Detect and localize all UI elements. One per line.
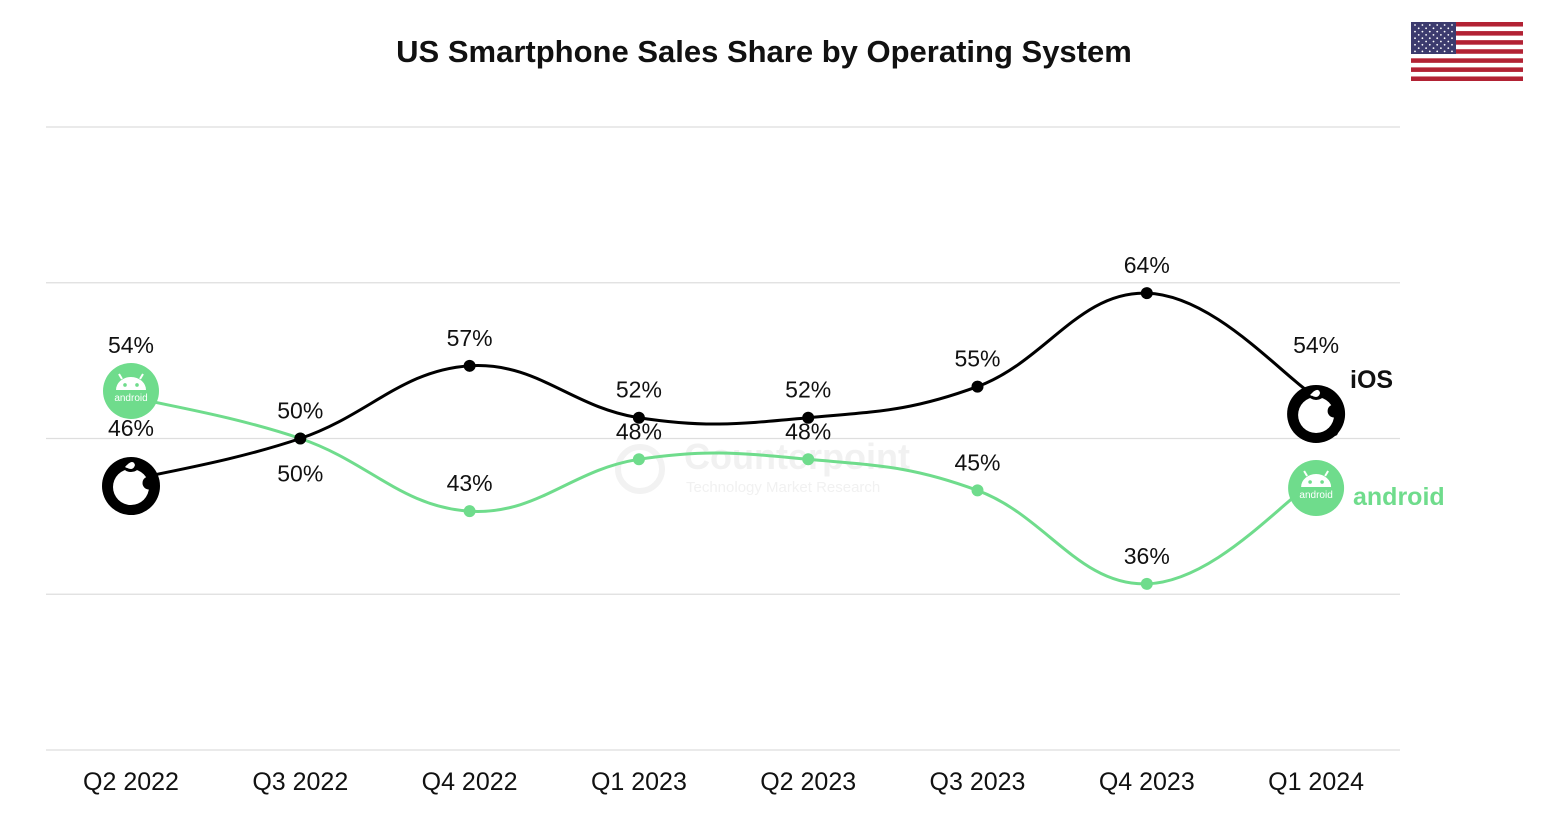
android-logo-icon: android xyxy=(103,362,159,419)
data-point-android xyxy=(632,453,645,466)
x-tick-label: Q2 2022 xyxy=(83,768,179,796)
data-point-android xyxy=(1140,577,1153,590)
series-line-android xyxy=(130,395,1317,586)
watermark-tagline: Technology Market Research xyxy=(686,479,880,496)
data-point-android xyxy=(463,505,476,518)
apple-logo-icon xyxy=(1287,384,1346,443)
x-tick-label: Q2 2023 xyxy=(760,768,856,796)
data-label-ios: 54% xyxy=(1293,332,1339,358)
watermark: Counterpoint Technology Market Research xyxy=(615,436,910,496)
x-tick-label: Q3 2023 xyxy=(930,768,1026,796)
android-logo-icon: android xyxy=(1288,460,1345,517)
data-label-ios: 46% xyxy=(108,415,154,441)
data-point-ios xyxy=(971,380,984,393)
data-point-android xyxy=(971,484,984,497)
series-icons: android android xyxy=(102,362,1346,517)
series-layer xyxy=(130,287,1317,590)
data-label-ios: 57% xyxy=(447,325,493,351)
data-label-android: 45% xyxy=(954,449,1000,475)
x-tick-label: Q4 2023 xyxy=(1099,768,1195,796)
data-label-android: 48% xyxy=(785,418,831,444)
android-badge-text: android xyxy=(114,393,147,404)
apple-logo-icon xyxy=(102,457,160,516)
data-label-ios: 64% xyxy=(1124,252,1170,278)
data-point-android xyxy=(802,453,815,466)
us-flag-icon xyxy=(1411,22,1523,81)
android-badge-text: android xyxy=(1299,490,1332,501)
data-label-ios: 55% xyxy=(954,346,1000,372)
data-label-android: 48% xyxy=(616,418,662,444)
data-labels: 46% 54% 50% 50% 57% 43% 52% 48% 52% 48% 55% 45% 64% 3… xyxy=(108,252,1339,569)
series-name-ios: iOS xyxy=(1350,366,1393,394)
x-tick-label: Q1 2024 xyxy=(1268,768,1364,796)
data-label-android: 54% xyxy=(108,332,154,358)
data-label-android: 36% xyxy=(1124,543,1170,569)
x-tick-label: Q1 2023 xyxy=(591,768,687,796)
data-label-ios: 52% xyxy=(785,377,831,403)
data-label-ios: 52% xyxy=(616,377,662,403)
data-label-android: 50% xyxy=(277,461,323,487)
data-label-android: 43% xyxy=(447,470,493,496)
data-point-ios xyxy=(632,411,645,424)
data-point-ios xyxy=(294,432,307,445)
x-axis-ticks: Q2 2022 Q3 2022 Q4 2022 Q1 2023 Q2 2023 Q3 20… xyxy=(83,768,1364,796)
chart-title: US Smartphone Sales Share by Operating S… xyxy=(396,34,1132,69)
x-tick-label: Q3 2022 xyxy=(252,768,348,796)
x-tick-label: Q4 2022 xyxy=(422,768,518,796)
data-point-ios xyxy=(1140,287,1153,300)
data-point-ios xyxy=(463,359,476,372)
gridlines xyxy=(46,126,1400,751)
watermark-brand: Counterpoint xyxy=(684,436,910,477)
series-line-ios xyxy=(130,291,1317,482)
series-name-android: android xyxy=(1353,483,1445,511)
data-label-ios: 50% xyxy=(277,398,323,424)
data-point-ios xyxy=(802,411,815,424)
